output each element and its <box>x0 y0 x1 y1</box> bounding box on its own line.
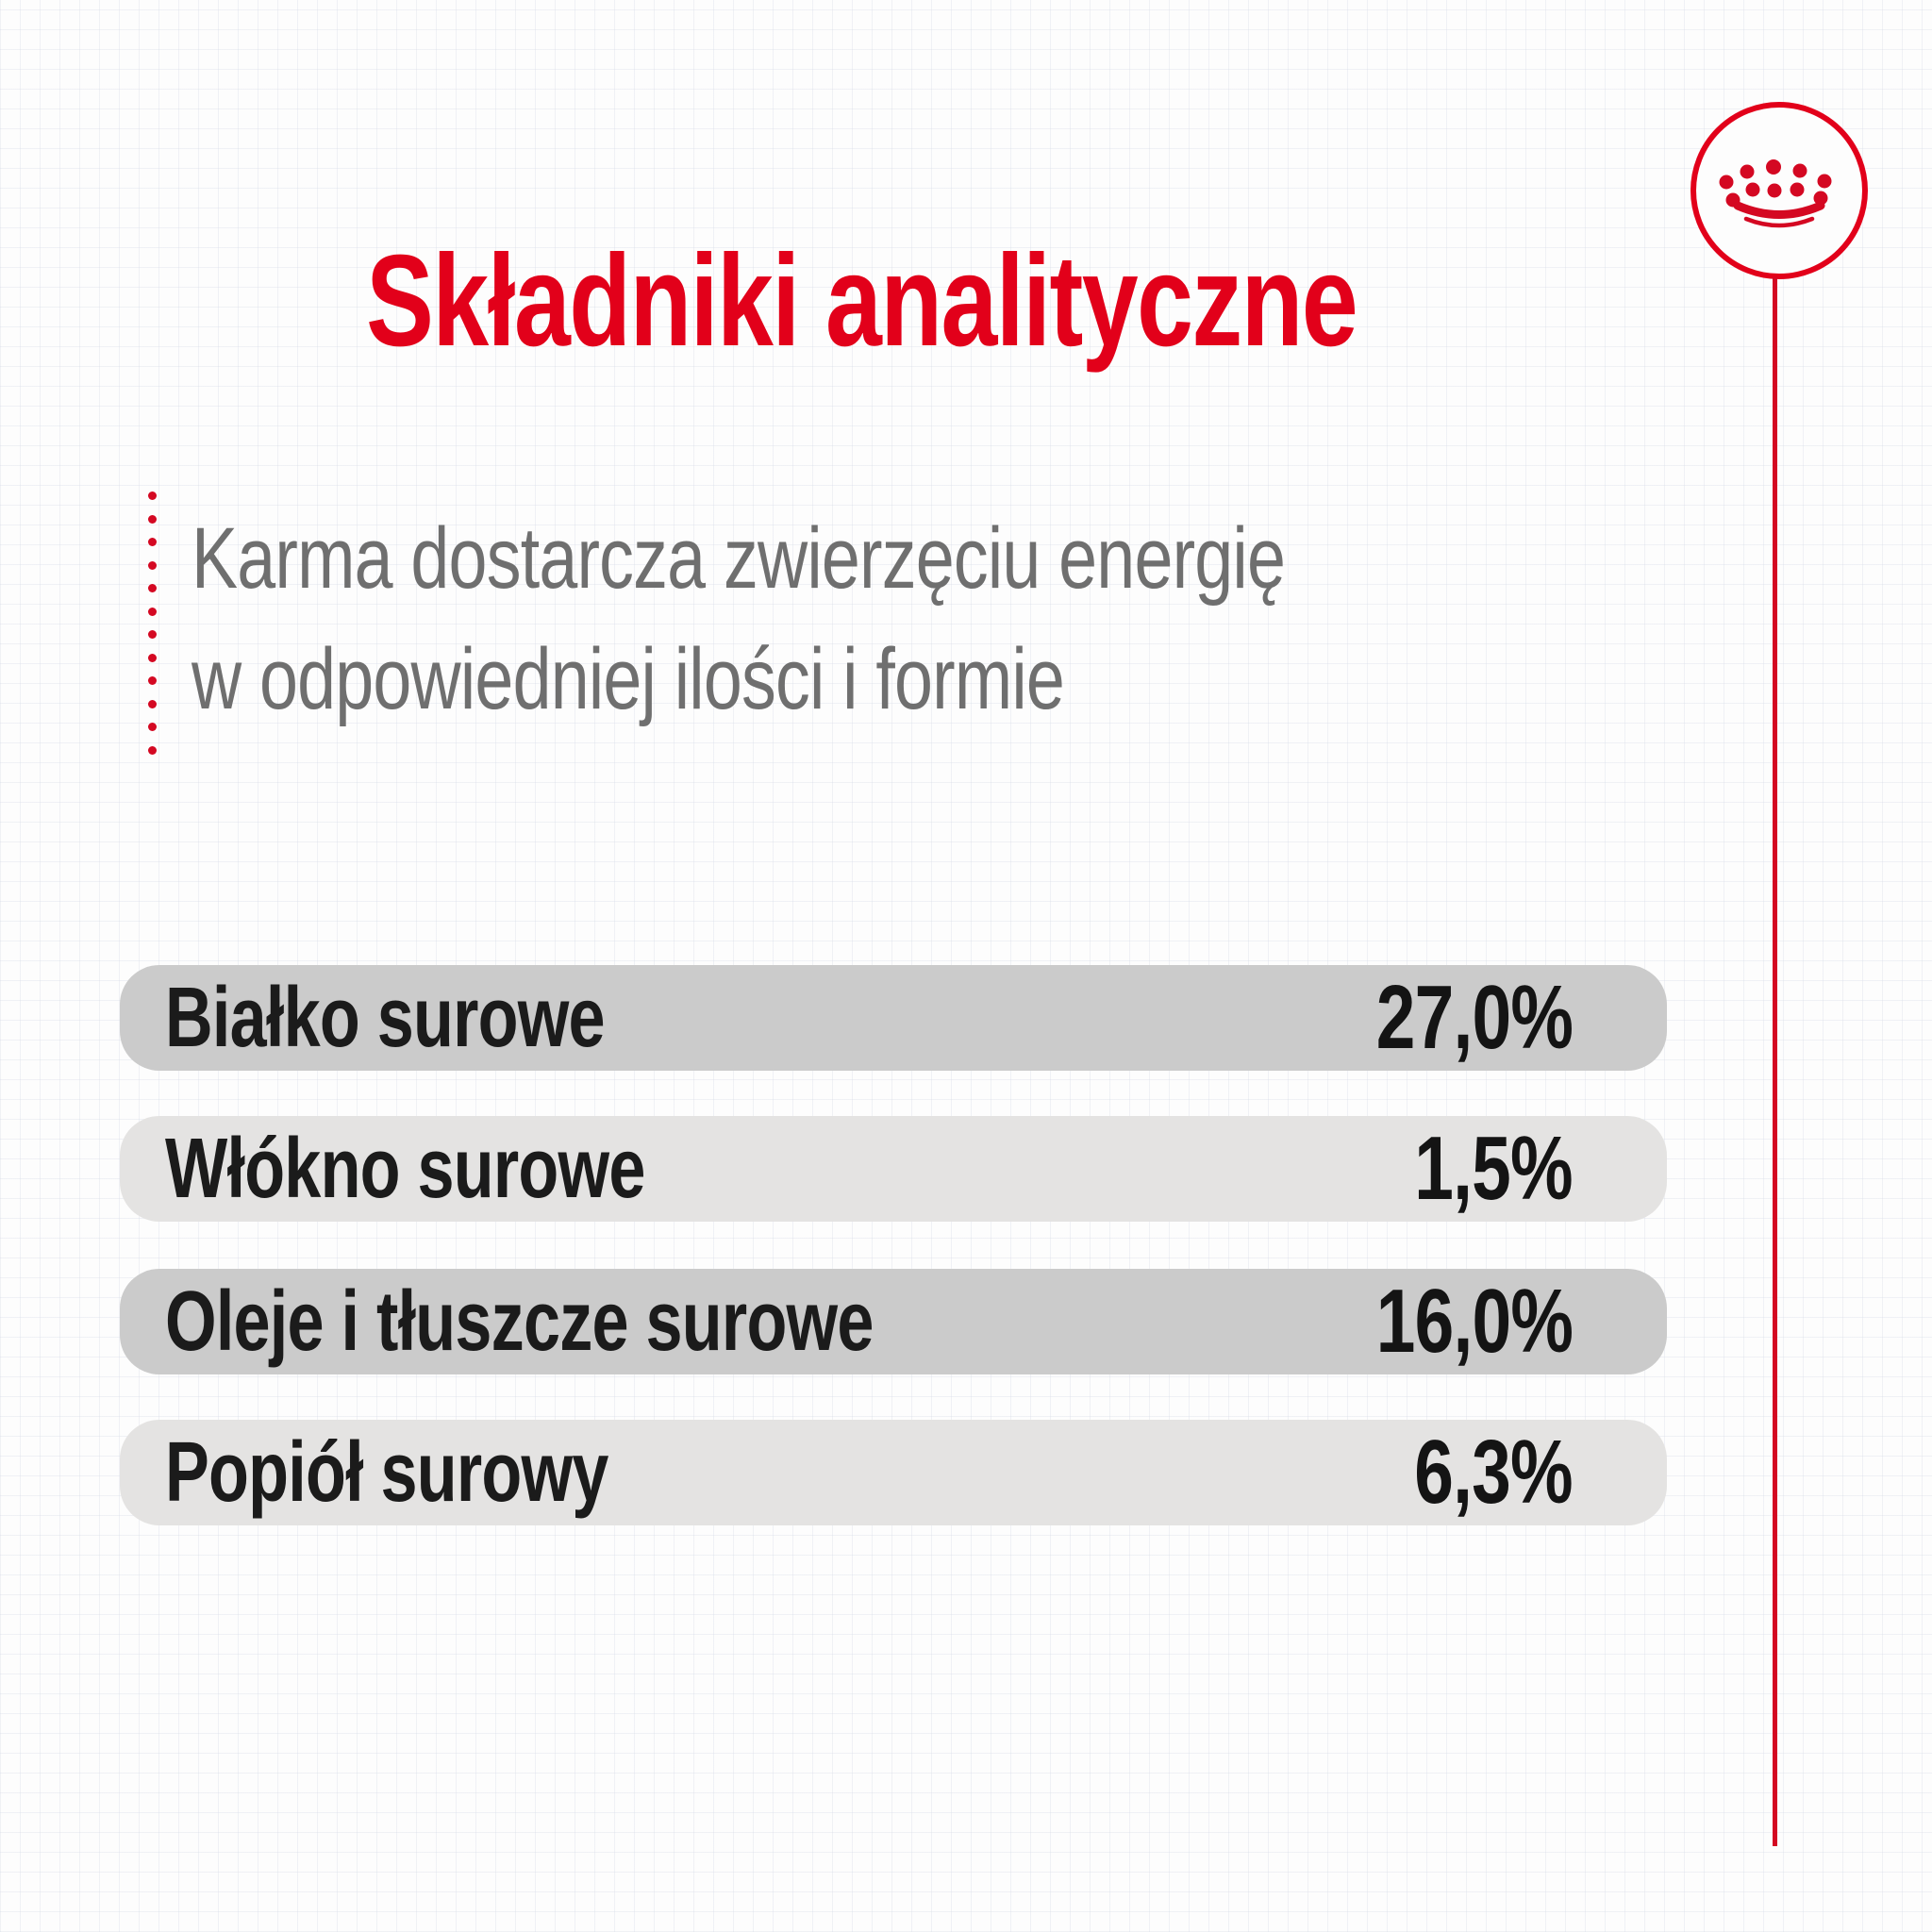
accent-dot <box>148 491 157 500</box>
row-value: 16,0% <box>1375 1271 1574 1372</box>
intro-line-2: w odpowiedniej ilości i formie <box>192 631 1065 727</box>
table-row-popiol-surowy: Popiół surowy 6,3% <box>120 1420 1667 1525</box>
intro-line-1: Karma dostarcza zwierzęciu energię <box>192 510 1286 607</box>
row-value: 6,3% <box>1414 1422 1573 1523</box>
row-value: 27,0% <box>1375 967 1574 1068</box>
crown-icon <box>1719 159 1832 228</box>
accent-dot <box>148 584 157 592</box>
accent-dot <box>148 514 157 524</box>
vertical-accent-line <box>1773 277 1777 1846</box>
accent-dot <box>148 630 157 639</box>
row-value: 1,5% <box>1414 1118 1573 1219</box>
page-title-text: Składniki analityczne <box>365 228 1358 375</box>
accent-dot <box>148 560 157 570</box>
intro-text: Karma dostarcza zwierzęciu energię w odp… <box>192 498 1558 740</box>
accent-dot <box>148 699 157 708</box>
row-label: Popiół surowy <box>165 1424 608 1520</box>
accent-dot <box>148 653 157 662</box>
dotted-accent-line <box>148 491 157 755</box>
table-row-bialko-surowe: Białko surowe 27,0% <box>120 965 1667 1071</box>
table-row-wlokno-surowe: Włókno surowe 1,5% <box>120 1116 1667 1222</box>
accent-dot <box>148 607 157 616</box>
accent-dot <box>148 745 157 755</box>
accent-dot <box>148 723 157 731</box>
row-label: Oleje i tłuszcze surowe <box>165 1274 874 1369</box>
accent-dot <box>148 538 157 546</box>
row-label: Białko surowe <box>165 970 606 1065</box>
row-label: Włókno surowe <box>165 1121 645 1216</box>
royal-canin-logo <box>1690 102 1868 279</box>
accent-dot <box>148 676 157 685</box>
table-row-oleje-i-tluszcze: Oleje i tłuszcze surowe 16,0% <box>120 1269 1667 1374</box>
page-title: Składniki analityczne <box>0 230 1723 372</box>
